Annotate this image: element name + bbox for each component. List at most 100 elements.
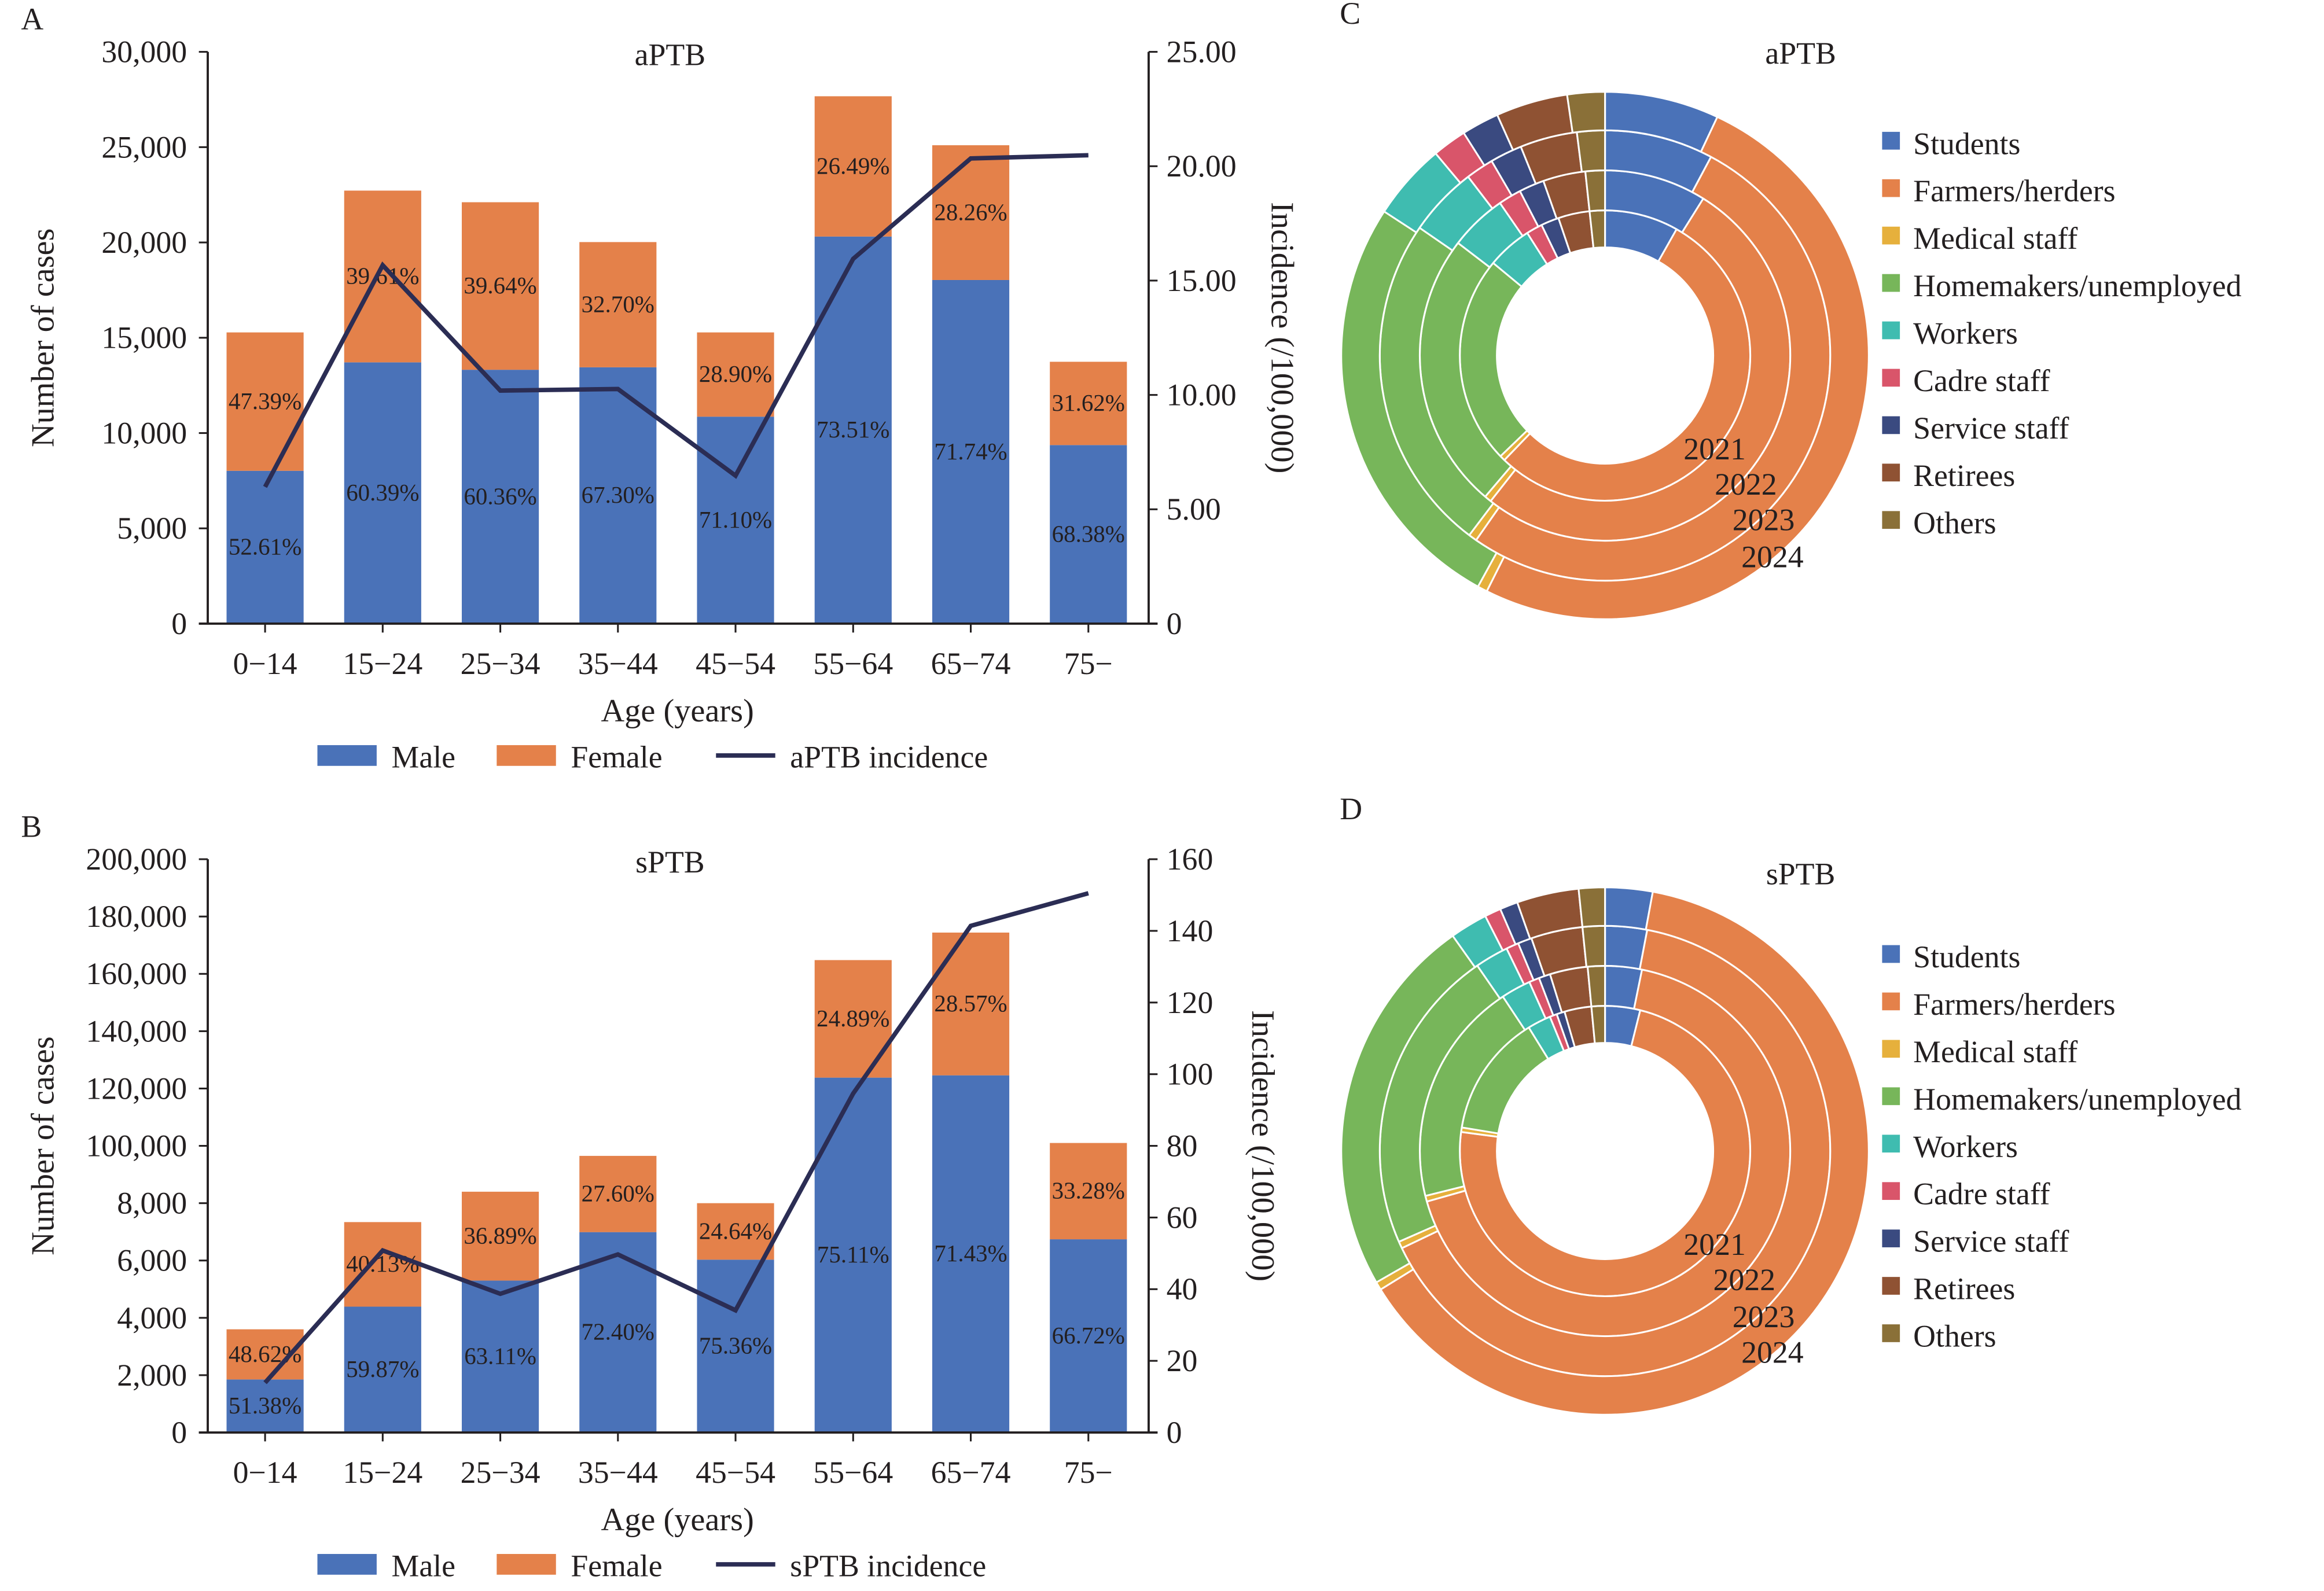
- data-label-female: 28.57%: [934, 990, 1007, 1017]
- legend-label: Others: [1913, 506, 1996, 540]
- x-tick-label: 25−34: [461, 1455, 540, 1490]
- donut-slice-2022-others: [1586, 964, 1606, 1008]
- bar-female: [344, 190, 421, 363]
- bar-female: [226, 332, 304, 471]
- legend-label: Retirees: [1913, 458, 2015, 493]
- y2-tick-label: 120: [1167, 985, 1214, 1020]
- donut-slice-2024-others: [1577, 886, 1606, 928]
- bar-male: [226, 470, 304, 624]
- bar-female: [461, 202, 539, 370]
- donut-slice-2024-others: [1566, 91, 1606, 134]
- bar-female: [1050, 362, 1127, 445]
- x-tick-label: 35−44: [578, 1455, 658, 1490]
- y-tick-label: 30,000: [101, 35, 187, 69]
- bar-male: [1050, 445, 1127, 624]
- ring-year-label: 2023: [1733, 1299, 1795, 1334]
- y-tick-label: 6,000: [117, 1243, 187, 1278]
- data-label-female: 39.64%: [464, 272, 536, 299]
- panel-letter: A: [21, 2, 43, 36]
- bar-female: [697, 332, 774, 417]
- data-label-female: 27.60%: [582, 1180, 654, 1207]
- data-label-male: 60.39%: [346, 479, 419, 506]
- legend-label: Workers: [1913, 1129, 2018, 1164]
- y2-tick-label: 100: [1167, 1057, 1214, 1092]
- y-tick-label: 4,000: [117, 1301, 187, 1335]
- panel-b: BsPTB48.62%51.38%0−1440.13%59.87%15−2436…: [21, 809, 1281, 1583]
- bar-female: [697, 1203, 774, 1260]
- data-label-female: 40.13%: [346, 1250, 419, 1277]
- x-axis-label: Age (years): [601, 1502, 754, 1538]
- bar-male: [932, 1075, 1010, 1433]
- data-label-female: 31.62%: [1052, 389, 1125, 416]
- bar-male: [344, 1306, 421, 1433]
- legend-label: Homemakers/unemployed: [1913, 268, 2241, 303]
- legend-label: Farmers/herders: [1913, 174, 2115, 208]
- legend-label: Retirees: [1913, 1272, 2015, 1306]
- y-tick-label: 180,000: [86, 899, 187, 934]
- legend-swatch: [1882, 1324, 1900, 1342]
- y-tick-label: 120,000: [86, 1071, 187, 1106]
- chart-title: aPTB: [1765, 36, 1836, 71]
- ring-year-label: 2021: [1683, 432, 1746, 466]
- data-label-female: 26.49%: [817, 152, 889, 179]
- y-axis-label: Number of cases: [25, 229, 61, 448]
- legend-label: Farmers/herders: [1913, 987, 2115, 1022]
- bar-female: [932, 145, 1010, 280]
- incidence-point: [617, 1254, 619, 1255]
- data-label-male: 51.38%: [229, 1392, 301, 1419]
- y2-tick-label: 140: [1167, 914, 1214, 948]
- y-tick-label: 160,000: [86, 956, 187, 991]
- y-tick-label: 2,000: [117, 1358, 187, 1393]
- bar-female: [1050, 1143, 1127, 1240]
- data-label-female: 24.64%: [699, 1217, 772, 1244]
- donut-slice-2023-others: [1581, 925, 1606, 968]
- legend-swatch: [1882, 1277, 1900, 1295]
- x-tick-label: 55−64: [813, 646, 893, 681]
- incidence-line: [263, 891, 1089, 1384]
- bar-female: [344, 1222, 421, 1307]
- y-tick-label: 10,000: [101, 415, 187, 450]
- x-tick-label: 75−: [1064, 1455, 1113, 1490]
- y2-tick-label: 0: [1167, 1415, 1182, 1450]
- y2-axis-label: Incidence (/100,000): [1264, 202, 1300, 473]
- legend-label: Medical staff: [1913, 221, 2077, 256]
- data-label-female: 47.39%: [229, 388, 301, 414]
- data-label-male: 52.61%: [229, 533, 301, 560]
- panel-letter: B: [21, 809, 42, 844]
- x-tick-label: 35−44: [578, 646, 658, 681]
- data-label-male: 66.72%: [1052, 1322, 1125, 1349]
- legend-label-female: Female: [571, 739, 662, 774]
- legend: Male Female sPTB incidence: [317, 1548, 986, 1583]
- data-label-male: 68.38%: [1052, 520, 1125, 547]
- legend-label-incidence: sPTB incidence: [790, 1548, 986, 1583]
- y2-tick-label: 25.00: [1167, 35, 1237, 69]
- y-tick-label: 25,000: [101, 130, 187, 164]
- bar-male: [814, 236, 892, 624]
- y-tick-label: 200,000: [86, 842, 187, 876]
- legend-swatch-male: [317, 745, 377, 766]
- y2-tick-label: 20: [1167, 1343, 1198, 1378]
- bar-male: [697, 1259, 774, 1433]
- x-tick-label: 55−64: [813, 1455, 893, 1490]
- y2-axis-label: Incidence (/100,000): [1245, 1010, 1281, 1281]
- x-axis-label: Age (years): [601, 693, 754, 729]
- legend-label: Service staff: [1913, 411, 2069, 445]
- data-label-female: 28.90%: [699, 360, 772, 387]
- data-label-female: 28.26%: [934, 198, 1007, 225]
- bar-male: [1050, 1239, 1127, 1433]
- y2-tick-label: 10.00: [1167, 378, 1237, 413]
- y2-tick-label: 60: [1167, 1200, 1198, 1235]
- x-tick-label: 25−34: [461, 646, 540, 681]
- legend-swatch: [1882, 463, 1900, 482]
- legend: Male Female aPTB incidence: [317, 739, 988, 774]
- y-tick-label: 140,000: [86, 1014, 187, 1048]
- chart-title: sPTB: [1766, 857, 1836, 892]
- bar-male: [226, 1379, 304, 1433]
- legend-label-female: Female: [571, 1548, 662, 1583]
- legend-label: Service staff: [1913, 1224, 2069, 1259]
- x-tick-label: 65−74: [931, 1455, 1011, 1490]
- legend: Students Farmers/herders Medical staff Home…: [1882, 940, 2242, 1354]
- legend-label: Cadre staff: [1913, 1177, 2050, 1211]
